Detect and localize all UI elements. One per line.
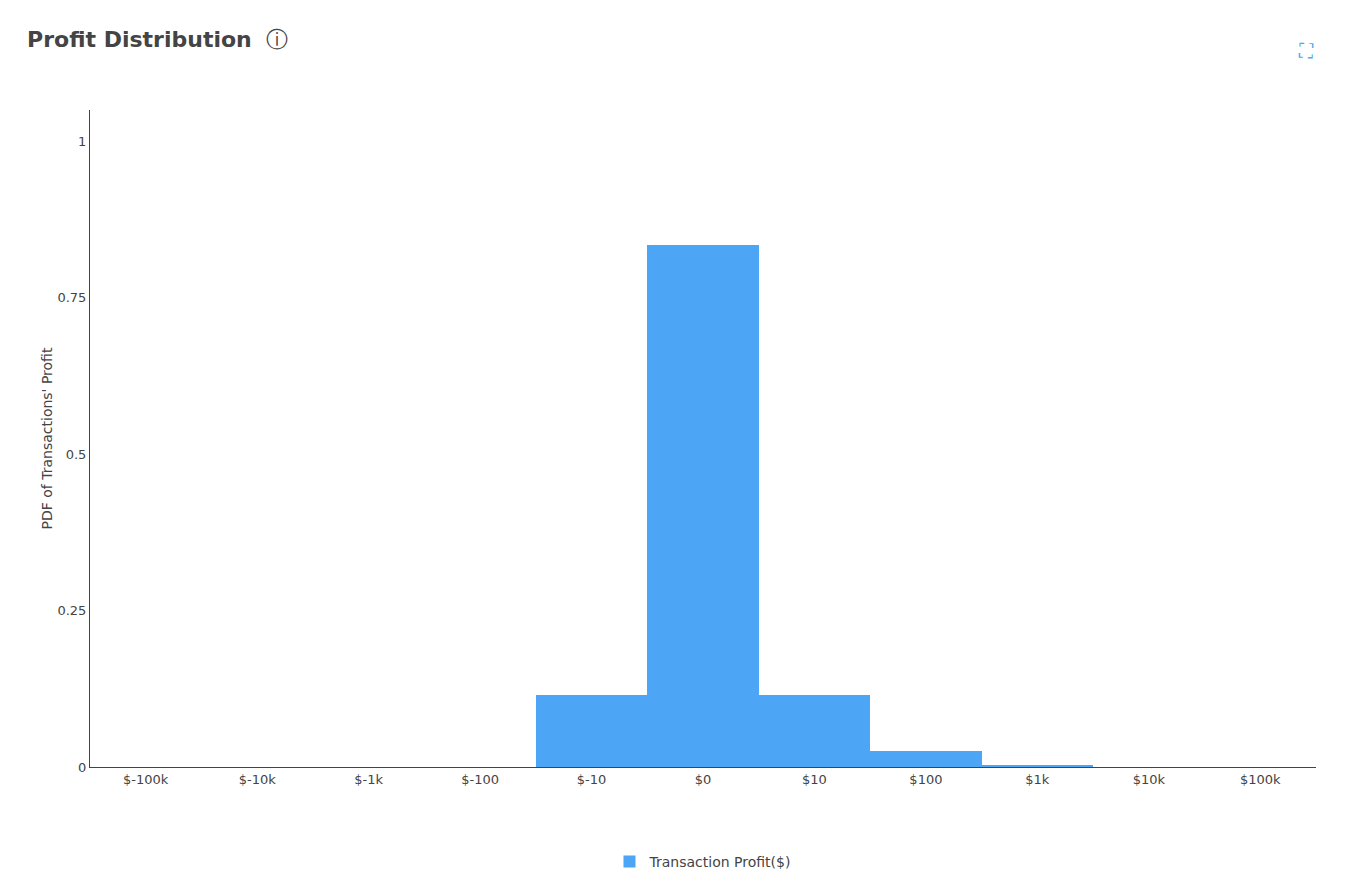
svg-text:$-1k: $-1k xyxy=(354,772,383,787)
svg-text:$10k: $10k xyxy=(1133,772,1166,787)
svg-text:$-100k: $-100k xyxy=(123,772,169,787)
svg-text:$100k: $100k xyxy=(1240,772,1281,787)
svg-text:$-10: $-10 xyxy=(577,772,607,787)
svg-text:$10: $10 xyxy=(802,772,827,787)
svg-text:0.75: 0.75 xyxy=(57,290,86,305)
svg-text:$100: $100 xyxy=(909,772,942,787)
svg-text:0.5: 0.5 xyxy=(66,447,87,462)
svg-text:0: 0 xyxy=(78,760,86,775)
svg-text:$1k: $1k xyxy=(1025,772,1050,787)
svg-text:⛶: ⛶ xyxy=(1298,39,1314,63)
svg-text:$-100: $-100 xyxy=(461,772,499,787)
svg-text:0.25: 0.25 xyxy=(57,603,86,618)
svg-text:Profit Distribution ⓘ: Profit Distribution ⓘ xyxy=(27,27,288,52)
svg-text:1: 1 xyxy=(78,134,86,149)
svg-text:$-10k: $-10k xyxy=(239,772,277,787)
svg-text:Transaction Profit($): Transaction Profit($) xyxy=(649,854,791,870)
svg-text:$0: $0 xyxy=(695,772,712,787)
svg-text:PDF of Transactions' Profit: PDF of Transactions' Profit xyxy=(39,347,55,529)
